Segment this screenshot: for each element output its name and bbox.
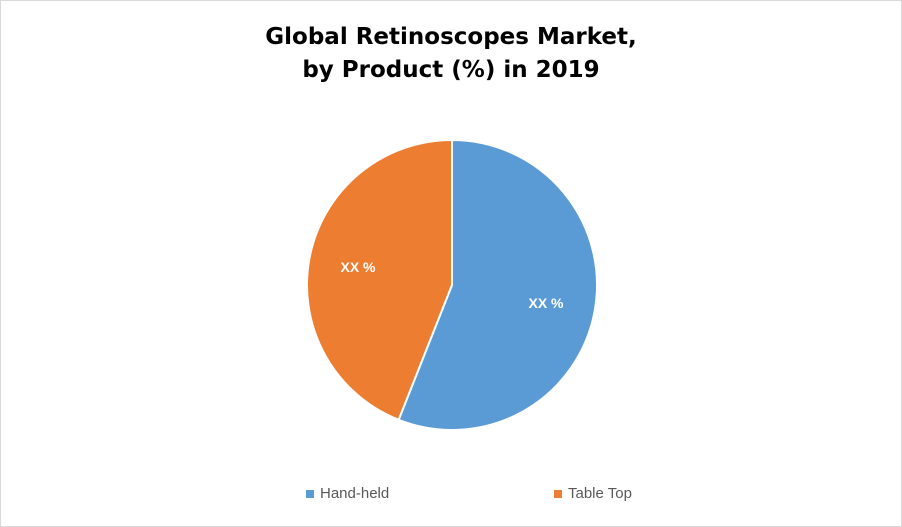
data-label-table-top: XX % — [340, 259, 376, 275]
legend-item-hand-held: Hand-held — [306, 485, 389, 502]
chart-title: Global Retinoscopes Market, by Product (… — [1, 21, 901, 87]
pie-data-labels: XX % XX % — [340, 259, 564, 311]
pie-chart: XX % XX % — [306, 138, 598, 431]
chart-legend: Hand-held Table Top — [1, 485, 901, 507]
legend-label-hand-held: Hand-held — [320, 485, 390, 502]
legend-swatch-table-top — [554, 489, 562, 498]
legend-swatch-hand-held — [306, 489, 314, 498]
pie-slices — [306, 138, 598, 431]
chart-title-line-1: Global Retinoscopes Market, — [265, 24, 637, 50]
pie-slice-hand-held — [397, 138, 598, 431]
pie-slice-table-top — [306, 138, 453, 422]
legend-item-table-top: Table Top — [554, 485, 632, 502]
data-label-hand-held: XX % — [528, 295, 564, 311]
chart-title-line-2: by Product (%) in 2019 — [302, 57, 600, 83]
legend-label-table-top: Table Top — [568, 485, 632, 502]
